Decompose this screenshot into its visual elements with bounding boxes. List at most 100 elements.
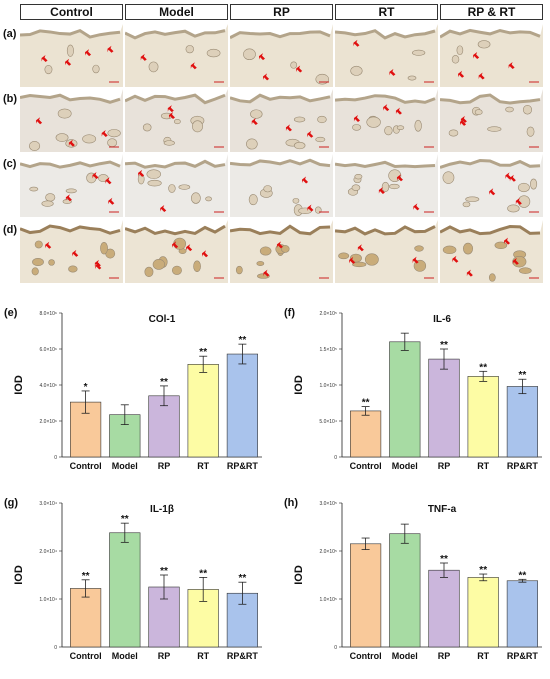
histology-image bbox=[230, 89, 333, 152]
red-arrow-icon bbox=[138, 169, 145, 177]
panel-label: (h) bbox=[284, 497, 299, 509]
panel-label: (f) bbox=[284, 307, 295, 319]
y-tick-label: 6.0×10⁶ bbox=[40, 347, 58, 353]
bar-chart: TNF-a IOD 0 1.0×10⁵ 2.0×10⁵ 3.0×10⁵ Control Mod… bbox=[293, 501, 542, 661]
histology-image bbox=[335, 220, 438, 283]
red-arrow-icon bbox=[65, 194, 72, 202]
red-arrow-icon bbox=[466, 269, 473, 277]
red-arrow-icon bbox=[378, 187, 385, 195]
significance-marker: ** bbox=[479, 565, 487, 576]
red-arrow-icon bbox=[251, 118, 258, 126]
bar-chart: COl-1 IOD 0 2.0×10⁶ 4.0×10⁶ 6.0×10⁶ 8.0×10⁶ * Co… bbox=[13, 311, 262, 471]
red-arrow-icon bbox=[107, 45, 114, 53]
x-tick-label: RP bbox=[158, 651, 171, 661]
bar-3 bbox=[187, 363, 219, 458]
y-axis-label: IOD bbox=[13, 565, 25, 585]
y-tick-label: 2.0×10⁵ bbox=[319, 549, 337, 555]
red-arrow-icon bbox=[460, 115, 467, 123]
red-arrow-icon bbox=[396, 174, 403, 182]
significance-marker: ** bbox=[239, 335, 247, 346]
significance-marker: ** bbox=[519, 570, 527, 581]
red-arrow-icon bbox=[395, 107, 402, 115]
x-tick-label: RT bbox=[477, 461, 489, 471]
histology-image bbox=[440, 24, 543, 87]
bar-1 bbox=[109, 532, 141, 648]
histology-image bbox=[20, 220, 123, 283]
chart-title: IL-6 bbox=[433, 314, 451, 325]
x-tick-label: RP&RT bbox=[507, 461, 539, 471]
red-arrow-icon bbox=[72, 249, 79, 257]
histology-image bbox=[125, 220, 228, 283]
red-arrow-icon bbox=[285, 124, 292, 132]
significance-marker: ** bbox=[160, 566, 168, 577]
histology-image bbox=[440, 220, 543, 283]
significance-marker: ** bbox=[199, 568, 207, 579]
red-arrow-icon bbox=[140, 53, 147, 61]
row-label-0: (a) bbox=[3, 28, 17, 40]
red-arrow-icon bbox=[478, 72, 485, 80]
red-arrow-icon bbox=[349, 256, 356, 264]
red-arrow-icon bbox=[94, 259, 101, 267]
red-arrow-icon bbox=[108, 197, 115, 205]
red-arrow-icon bbox=[167, 105, 174, 113]
y-tick-label: 1.0×10⁴ bbox=[39, 597, 57, 603]
y-tick-label: 1.5×10⁵ bbox=[319, 347, 337, 353]
y-tick-label: 0 bbox=[54, 455, 57, 461]
significance-marker: ** bbox=[239, 573, 247, 584]
y-axis-label: IOD bbox=[13, 375, 25, 395]
red-arrow-icon bbox=[508, 62, 515, 70]
x-tick-label: Model bbox=[392, 651, 418, 661]
significance-marker: ** bbox=[519, 370, 527, 381]
x-tick-label: RT bbox=[197, 461, 209, 471]
bar-chart: IL-1β IOD 0 1.0×10⁴ 2.0×10⁴ 3.0×10⁴ ** Control *… bbox=[13, 501, 262, 661]
bar-0 bbox=[350, 543, 382, 648]
histology-image bbox=[335, 24, 438, 87]
x-tick-label: Control bbox=[70, 651, 102, 661]
red-arrow-icon bbox=[412, 256, 419, 264]
bar-4 bbox=[506, 580, 538, 648]
row-label-3: (d) bbox=[3, 224, 18, 236]
red-arrow-icon bbox=[168, 112, 175, 120]
bar-3 bbox=[467, 577, 499, 648]
red-arrow-icon bbox=[202, 250, 209, 258]
panel-label: (e) bbox=[4, 307, 18, 319]
bar-1 bbox=[389, 341, 421, 458]
significance-marker: ** bbox=[121, 514, 129, 525]
histology-image bbox=[335, 154, 438, 217]
histology-image bbox=[230, 24, 333, 87]
x-tick-label: Model bbox=[112, 461, 138, 471]
red-arrow-icon bbox=[515, 197, 522, 205]
red-arrow-icon bbox=[512, 257, 519, 265]
x-tick-label: Model bbox=[392, 461, 418, 471]
histology-image bbox=[20, 154, 123, 217]
x-tick-label: Control bbox=[350, 651, 382, 661]
significance-marker: ** bbox=[199, 347, 207, 358]
x-tick-label: RP bbox=[158, 461, 171, 471]
red-arrow-icon bbox=[473, 51, 480, 59]
x-tick-label: Control bbox=[70, 461, 102, 471]
significance-marker: * bbox=[84, 382, 88, 393]
column-header-4: RP & RT bbox=[440, 4, 543, 20]
panel-label: (g) bbox=[4, 497, 19, 509]
y-tick-label: 8.0×10⁶ bbox=[40, 311, 58, 317]
x-tick-label: RP&RT bbox=[507, 651, 539, 661]
red-arrow-icon bbox=[353, 39, 360, 47]
y-tick-label: 1.0×10⁵ bbox=[319, 383, 337, 389]
red-arrow-icon bbox=[101, 129, 108, 137]
red-arrow-icon bbox=[383, 104, 390, 112]
red-arrow-icon bbox=[452, 255, 459, 263]
histology-image bbox=[125, 154, 228, 217]
significance-marker: ** bbox=[440, 554, 448, 565]
red-arrow-icon bbox=[302, 176, 309, 184]
bar-3 bbox=[467, 376, 499, 458]
chart-title: COl-1 bbox=[149, 314, 176, 325]
row-label-1: (b) bbox=[3, 93, 18, 105]
red-arrow-icon bbox=[509, 174, 516, 182]
significance-marker: ** bbox=[160, 377, 168, 388]
x-tick-label: RP&RT bbox=[227, 461, 259, 471]
red-arrow-icon bbox=[65, 58, 72, 66]
red-arrow-icon bbox=[504, 237, 511, 245]
histology-image bbox=[20, 24, 123, 87]
red-arrow-icon bbox=[276, 241, 283, 249]
